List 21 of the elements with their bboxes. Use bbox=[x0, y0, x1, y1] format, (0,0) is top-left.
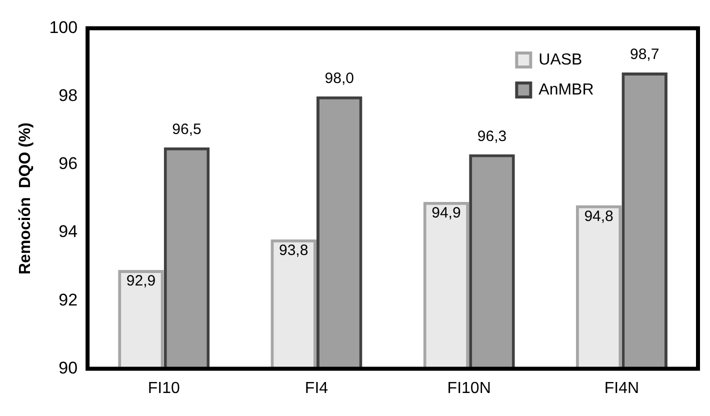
x-tick-label: FI10 bbox=[148, 380, 180, 397]
x-tick-label: FI10N bbox=[447, 380, 491, 397]
y-tick-label: 100 bbox=[49, 18, 78, 37]
data-label: 98,0 bbox=[324, 70, 354, 87]
data-label: 94,9 bbox=[432, 204, 461, 222]
y-tick-label: 96 bbox=[58, 154, 78, 174]
y-tick-label: 98 bbox=[58, 86, 78, 106]
y-tick-label: 90 bbox=[58, 358, 78, 378]
data-label: 98,7 bbox=[630, 46, 660, 64]
x-tick-label: FI4N bbox=[604, 380, 640, 397]
y-axis-title: Remoción DQO (%) bbox=[17, 122, 34, 275]
data-label: 92,9 bbox=[126, 272, 156, 290]
legend-label: AnMBR bbox=[538, 81, 594, 98]
data-label: 96,5 bbox=[172, 121, 202, 138]
data-label: 96,3 bbox=[477, 128, 507, 145]
data-label: 94,8 bbox=[584, 208, 614, 225]
y-tick-label: 92 bbox=[58, 290, 78, 310]
y-tick-label: 94 bbox=[58, 222, 78, 242]
x-tick-label: FI4 bbox=[304, 380, 328, 397]
legend-label: UASB bbox=[538, 51, 582, 68]
data-label: 93,8 bbox=[278, 242, 308, 260]
